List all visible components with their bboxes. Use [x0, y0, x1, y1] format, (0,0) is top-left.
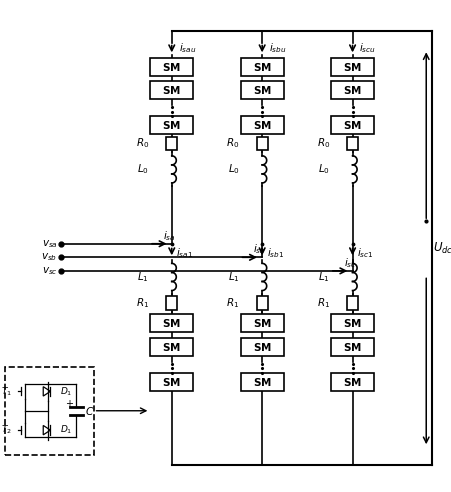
Text: $U_{dc}$: $U_{dc}$ — [432, 241, 451, 256]
Text: $i_{sb1}$: $i_{sb1}$ — [266, 246, 283, 260]
Bar — [330, 373, 373, 391]
Bar — [346, 296, 357, 310]
Text: $\mathbf{SM}$: $\mathbf{SM}$ — [162, 317, 181, 329]
Bar — [330, 81, 373, 99]
Bar — [150, 116, 193, 134]
Bar — [150, 81, 193, 99]
Text: $\mathbf{SM}$: $\mathbf{SM}$ — [342, 84, 361, 96]
Text: $v_{sb}$: $v_{sb}$ — [41, 251, 57, 263]
Text: $+$: $+$ — [64, 398, 74, 408]
Text: $i_{sc1}$: $i_{sc1}$ — [356, 246, 373, 260]
Text: $R_0$: $R_0$ — [226, 136, 239, 150]
Bar — [166, 296, 177, 310]
Bar — [256, 296, 267, 310]
Bar — [166, 137, 177, 150]
Bar — [240, 81, 283, 99]
Bar — [240, 373, 283, 391]
Text: $R_0$: $R_0$ — [136, 136, 149, 150]
Text: $i_{sb}$: $i_{sb}$ — [253, 242, 266, 256]
Text: $\mathbf{SM}$: $\mathbf{SM}$ — [252, 61, 271, 72]
Bar — [5, 367, 93, 455]
Bar — [240, 58, 283, 76]
Bar — [330, 314, 373, 332]
Text: $R_1$: $R_1$ — [316, 296, 329, 310]
Bar — [150, 338, 193, 356]
Bar — [150, 58, 193, 76]
Text: $\mathbf{SM}$: $\mathbf{SM}$ — [252, 341, 271, 353]
Text: $\mathbf{SM}$: $\mathbf{SM}$ — [342, 120, 361, 131]
Text: $L_0$: $L_0$ — [227, 162, 239, 176]
Text: $i_{sa1}$: $i_{sa1}$ — [176, 246, 193, 260]
Bar — [330, 58, 373, 76]
Text: $\mathbf{SM}$: $\mathbf{SM}$ — [342, 376, 361, 388]
Text: $i_{sa}$: $i_{sa}$ — [162, 229, 175, 243]
Text: $\mathbf{SM}$: $\mathbf{SM}$ — [162, 61, 181, 72]
Bar — [150, 314, 193, 332]
Bar — [240, 338, 283, 356]
Text: $\mathbf{SM}$: $\mathbf{SM}$ — [342, 61, 361, 72]
Bar — [150, 373, 193, 391]
Text: $L_1$: $L_1$ — [137, 270, 149, 284]
Text: $\mathbf{SM}$: $\mathbf{SM}$ — [252, 84, 271, 96]
Bar — [346, 137, 357, 150]
Text: $\mathbf{SM}$: $\mathbf{SM}$ — [252, 120, 271, 131]
Bar — [240, 314, 283, 332]
Text: $\mathbf{SM}$: $\mathbf{SM}$ — [342, 341, 361, 353]
Text: $i_{scu}$: $i_{scu}$ — [359, 41, 375, 55]
Text: $R_1$: $R_1$ — [136, 296, 149, 310]
Text: $\mathbf{SM}$: $\mathbf{SM}$ — [162, 120, 181, 131]
Text: $\mathbf{SM}$: $\mathbf{SM}$ — [162, 84, 181, 96]
Text: $\mathbf{SM}$: $\mathbf{SM}$ — [162, 376, 181, 388]
Text: $C$: $C$ — [84, 405, 93, 417]
Text: $v_{sc}$: $v_{sc}$ — [41, 265, 57, 277]
Text: $T_2$: $T_2$ — [1, 424, 12, 436]
Text: $D_1$: $D_1$ — [60, 424, 73, 436]
Text: $R_1$: $R_1$ — [226, 296, 239, 310]
Text: $i_{sc}$: $i_{sc}$ — [343, 256, 355, 270]
Bar — [256, 137, 267, 150]
Text: $v_{sa}$: $v_{sa}$ — [41, 238, 57, 249]
Text: $\mathbf{SM}$: $\mathbf{SM}$ — [342, 317, 361, 329]
Text: $\mathbf{SM}$: $\mathbf{SM}$ — [162, 341, 181, 353]
Bar — [330, 116, 373, 134]
Text: $i_{sbu}$: $i_{sbu}$ — [268, 41, 286, 55]
Text: $R_0$: $R_0$ — [316, 136, 329, 150]
Text: $\mathbf{SM}$: $\mathbf{SM}$ — [252, 317, 271, 329]
Text: $D_1$: $D_1$ — [60, 385, 73, 398]
Bar — [240, 116, 283, 134]
Text: $L_1$: $L_1$ — [318, 270, 329, 284]
Text: $L_1$: $L_1$ — [227, 270, 239, 284]
Text: $\mathbf{SM}$: $\mathbf{SM}$ — [252, 376, 271, 388]
Bar — [330, 338, 373, 356]
Text: $i_{sau}$: $i_{sau}$ — [178, 41, 195, 55]
Text: $L_0$: $L_0$ — [137, 162, 149, 176]
Text: $L_0$: $L_0$ — [318, 162, 329, 176]
Text: $T_1$: $T_1$ — [1, 385, 12, 398]
